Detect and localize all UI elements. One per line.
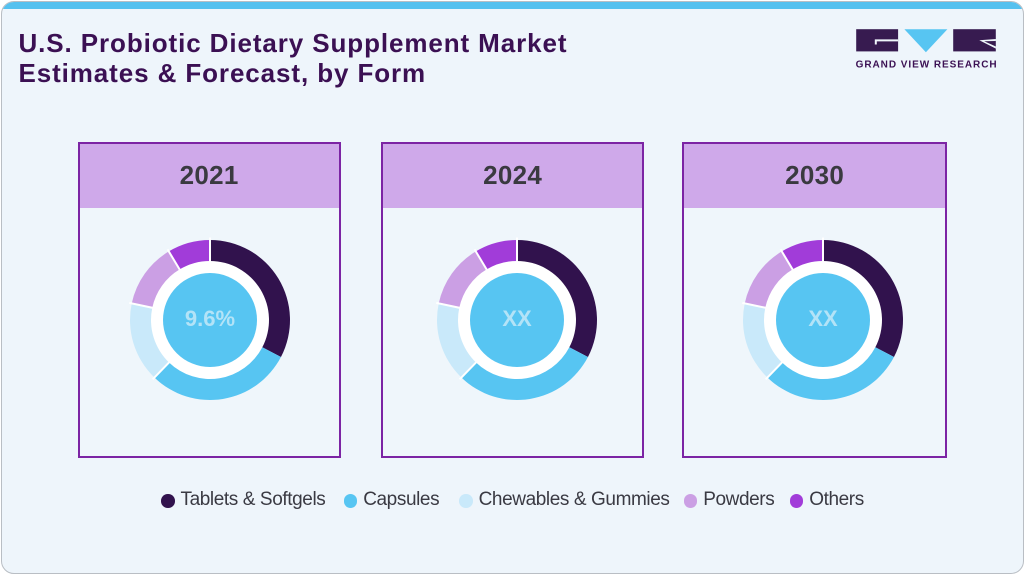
svg-text:XX: XX — [502, 306, 532, 331]
svg-text:XX: XX — [808, 306, 838, 331]
svg-text:GRAND VIEW RESEARCH: GRAND VIEW RESEARCH — [856, 59, 998, 70]
svg-text:9.6%: 9.6% — [184, 306, 234, 331]
